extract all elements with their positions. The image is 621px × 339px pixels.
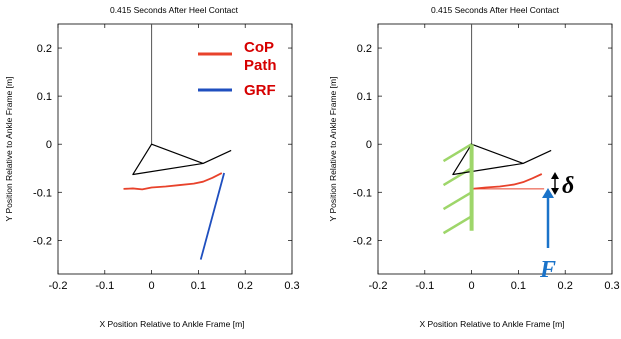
x-tick-label: 0 bbox=[469, 280, 475, 292]
y-tick-label: 0.2 bbox=[357, 43, 372, 55]
plot-left: 0.415 Seconds After Heel Contact -0.2 -0.… bbox=[4, 5, 300, 329]
spring-hatch bbox=[442, 167, 473, 187]
legend-label-grf: GRF bbox=[244, 82, 276, 99]
tick-marks-left bbox=[57, 24, 293, 274]
series-group-left bbox=[123, 24, 232, 260]
series-cop-path bbox=[123, 172, 223, 191]
force-label: F bbox=[539, 257, 556, 283]
series-group-right bbox=[442, 24, 552, 235]
plot-frame-right bbox=[377, 23, 613, 275]
series-foot bbox=[452, 143, 552, 176]
plot-right: 0.415 Seconds After Heel Contact -0.2 -0.… bbox=[328, 5, 620, 329]
tick-marks-right bbox=[377, 24, 613, 274]
force-arrow-head bbox=[542, 188, 554, 198]
y-tick-label: 0.1 bbox=[357, 91, 372, 103]
y-tick-label: 0 bbox=[366, 139, 372, 151]
x-tick-label: 0.2 bbox=[558, 280, 573, 292]
x-tick-labels-left: -0.2 -0.1 0 0.1 0.2 0.3 bbox=[49, 280, 300, 292]
y-tick-label: 0.2 bbox=[37, 43, 52, 55]
x-tick-label: 0.3 bbox=[284, 280, 299, 292]
chart-title-left: 0.415 Seconds After Heel Contact bbox=[110, 5, 239, 15]
delta-arrow-head-up bbox=[551, 172, 559, 179]
delta-label: δ bbox=[562, 173, 574, 199]
series-grf bbox=[199, 172, 226, 260]
x-tick-label: -0.2 bbox=[369, 280, 388, 292]
legend-label-cop-line2: Path bbox=[244, 57, 277, 74]
spring-hatch bbox=[442, 215, 473, 235]
x-tick-label: 0.2 bbox=[238, 280, 253, 292]
x-tick-label: 0.1 bbox=[191, 280, 206, 292]
y-tick-label: -0.2 bbox=[353, 235, 372, 247]
y-tick-labels-left: 0.2 0.1 0 -0.1 -0.2 bbox=[33, 43, 52, 247]
y-tick-label: -0.2 bbox=[33, 235, 52, 247]
y-tick-label: 0 bbox=[46, 139, 52, 151]
legend: CoP Path GRF bbox=[198, 39, 277, 99]
chart-title-right: 0.415 Seconds After Heel Contact bbox=[431, 5, 560, 15]
delta-arrow-head-down bbox=[551, 188, 559, 195]
x-tick-label: -0.1 bbox=[95, 280, 114, 292]
y-axis-label-left: Y Position Relative to Ankle Frame [m] bbox=[4, 77, 14, 222]
y-tick-label: -0.1 bbox=[353, 187, 372, 199]
y-tick-labels-right: 0.2 0.1 0 -0.1 -0.2 bbox=[353, 43, 372, 247]
plot-frame-left bbox=[57, 23, 293, 275]
y-tick-label: -0.1 bbox=[33, 187, 52, 199]
legend-label-cop-line1: CoP bbox=[244, 39, 274, 56]
y-tick-label: 0.1 bbox=[37, 91, 52, 103]
series-cop-path bbox=[471, 173, 543, 190]
y-axis-label-right: Y Position Relative to Ankle Frame [m] bbox=[328, 77, 338, 222]
x-tick-label: 0.1 bbox=[511, 280, 526, 292]
force-arrow bbox=[542, 188, 554, 248]
x-tick-labels-right: -0.2 -0.1 0 0.1 0.2 0.3 bbox=[369, 280, 620, 292]
x-tick-label: -0.1 bbox=[415, 280, 434, 292]
x-tick-label: -0.2 bbox=[49, 280, 68, 292]
series-foot bbox=[132, 143, 232, 176]
x-tick-label: 0 bbox=[149, 280, 155, 292]
x-axis-label-right: X Position Relative to Ankle Frame [m] bbox=[419, 319, 564, 329]
spring-hatch bbox=[442, 143, 473, 163]
spring-hatch bbox=[442, 191, 473, 211]
x-axis-label-left: X Position Relative to Ankle Frame [m] bbox=[99, 319, 244, 329]
x-tick-label: 0.3 bbox=[604, 280, 619, 292]
delta-arrow bbox=[551, 172, 559, 195]
